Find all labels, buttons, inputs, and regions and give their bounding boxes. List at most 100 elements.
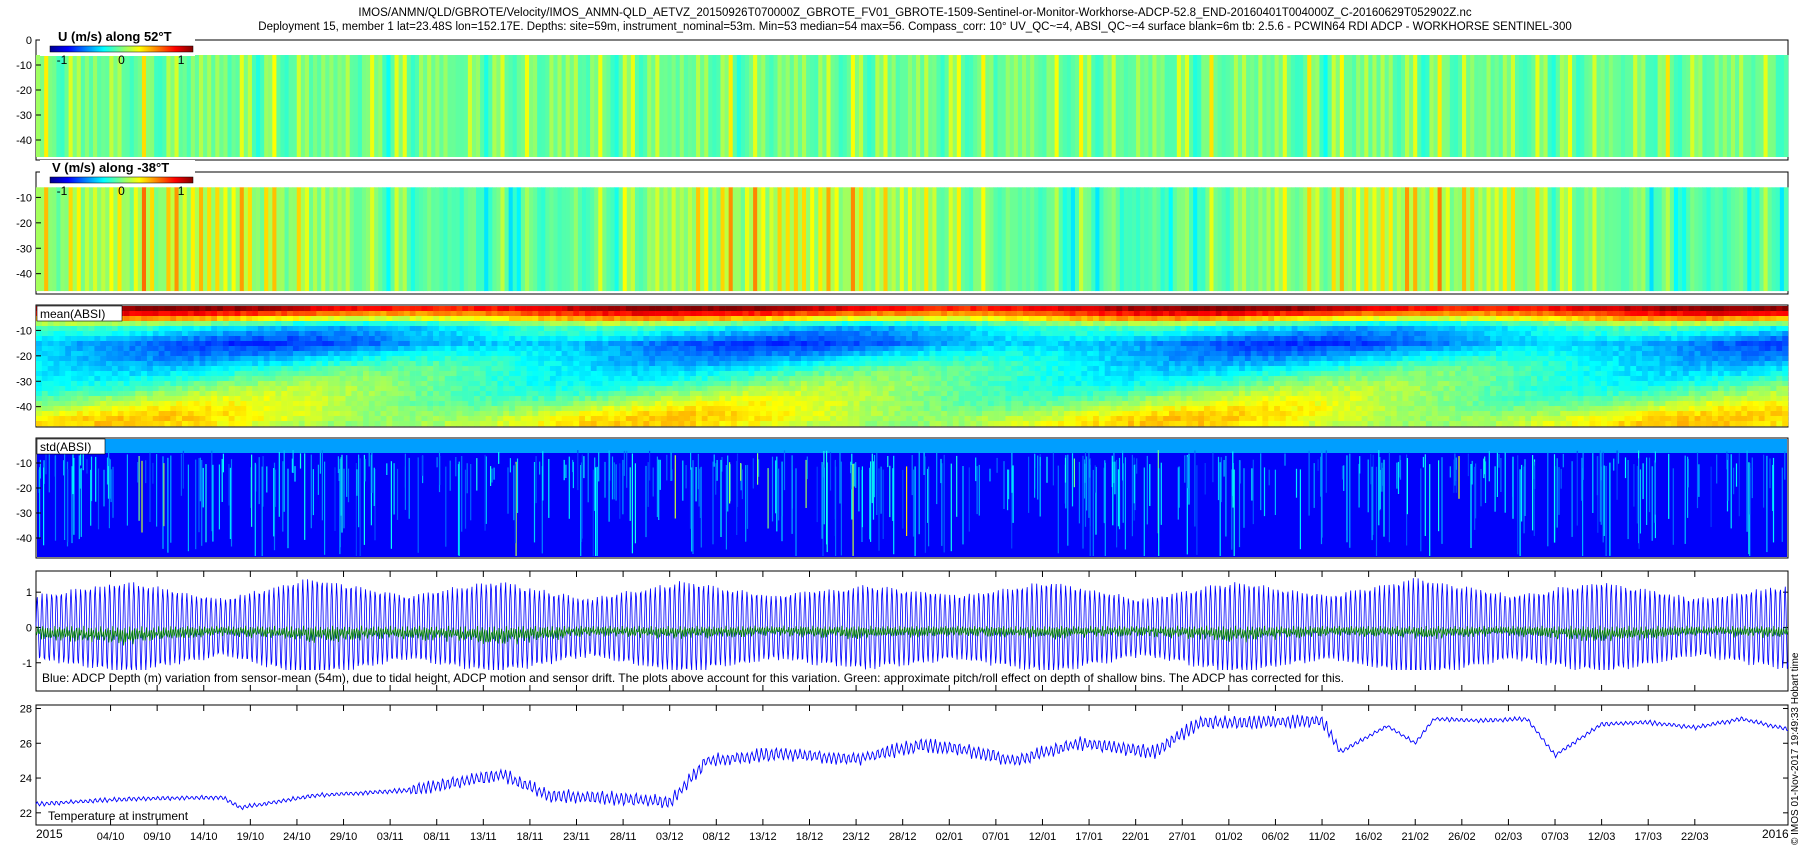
heatmap-cell [1174,361,1181,367]
heatmap-cell [1058,316,1065,322]
heatmap-cell [246,356,253,362]
heatmap-cell [1227,306,1234,312]
heatmap-cell [678,361,685,367]
heatmap-cell [1058,306,1065,312]
heatmap-cell [1174,351,1181,357]
heatmap-cell [1688,361,1695,367]
heatmap-cell [1690,55,1695,157]
heatmap-cell [1052,311,1059,317]
heatmap-cell [783,371,790,377]
heatmap-cell [672,366,679,372]
heatmap-cell [614,366,621,372]
heatmap-cell [941,361,948,367]
heatmap-cell [211,316,218,322]
heatmap-cell [660,366,668,372]
heatmap-cell [1490,366,1497,372]
heatmap-cell [141,326,148,332]
heatmap-cell [1197,55,1202,157]
heatmap-cell [1542,356,1549,362]
heatmap-cell [643,55,648,157]
heatmap-cell [252,346,259,352]
heatmap-cell [690,311,697,317]
heatmap-cell [1192,321,1199,327]
heatmap-cell [912,306,919,312]
heatmap-cell [1723,331,1730,337]
heatmap-cell [1046,371,1053,377]
heatmap-cell [47,361,54,367]
heatmap-cell [503,346,510,352]
heatmap-cell [427,187,432,292]
heatmap-cell [1665,356,1672,362]
heatmap-cell [684,326,691,332]
heatmap-cell [1571,336,1579,342]
heatmap-cell [386,331,393,337]
heatmap-cell [1309,336,1316,342]
heatmap-cell [1093,356,1100,362]
heatmap-cell [1017,336,1024,342]
heatmap-cell [443,187,448,292]
heatmap-cell [71,371,78,377]
heatmap-cell [773,55,778,157]
heatmap-cell [269,371,276,377]
heatmap-cell [496,55,501,157]
heatmap-cell [836,371,843,377]
heatmap-cell [771,306,778,312]
heatmap-cell [1420,361,1427,367]
heatmap-cell [672,326,679,332]
heatmap-cell [1239,326,1246,332]
heatmap-cell [1364,187,1369,292]
heatmap-cell [1139,371,1146,377]
heatmap-cell [193,316,200,322]
heatmap-cell [438,331,446,337]
heatmap-cell [310,311,317,317]
heatmap-cell [1542,351,1549,357]
heatmap-cell [1606,346,1614,352]
heatmap-cell [981,55,986,157]
heatmap-cell [516,55,522,157]
heatmap-cell [544,341,551,347]
heatmap-cell [1425,306,1433,312]
heatmap-cell [1431,356,1438,362]
heatmap-cell [1152,187,1157,292]
heatmap-cell [480,187,485,292]
heatmap-cell [508,55,514,157]
heatmap-cell [1352,187,1357,292]
heatmap-cell [1309,306,1316,312]
heatmap-cell [345,187,351,292]
heatmap-cell [1396,351,1403,357]
heatmap-cell [1466,187,1471,292]
heatmap-cell [1151,351,1158,357]
heatmap-cell [1221,326,1228,332]
heatmap-cell [1186,306,1193,312]
heatmap-cell [795,371,802,377]
heatmap-cell [1384,55,1390,157]
heatmap-cell [374,371,381,377]
heatmap-cell [1227,311,1234,317]
heatmap-cell [1297,316,1304,322]
heatmap-cell [345,311,352,317]
heatmap-cell [1145,331,1152,337]
heatmap-cell [427,356,434,362]
heatmap-cell [917,341,924,347]
heatmap-cell [281,346,288,352]
heatmap-cell [182,356,189,362]
heatmap-cell [474,321,481,327]
heatmap-cell [351,331,358,337]
heatmap-cell [1052,321,1059,327]
heatmap-cell [269,316,276,322]
heatmap-cell [678,311,685,317]
heatmap-cell [251,187,257,292]
u-panel-title: U (m/s) along 52°T [58,29,172,44]
heatmap-cell [1694,311,1701,317]
heatmap-cell [268,55,273,157]
heatmap-cell [1653,187,1659,292]
heatmap-cell [789,311,796,317]
heatmap-cell [479,371,486,377]
heatmap-cell [1620,187,1626,292]
heatmap-cell [485,331,492,337]
heatmap-cell [573,187,579,292]
heatmap-cell [795,326,802,332]
heatmap-cell [970,356,977,362]
heatmap-cell [304,336,311,342]
heatmap-cell [363,306,370,312]
